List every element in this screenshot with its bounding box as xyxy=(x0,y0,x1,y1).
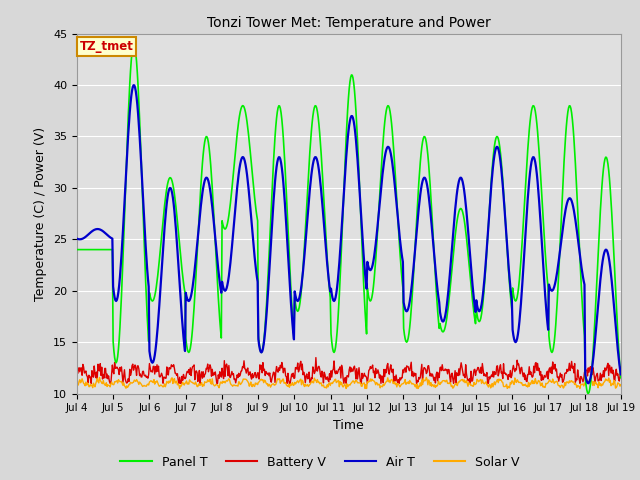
Air T xyxy=(416,198,424,204)
Panel T xyxy=(73,247,81,252)
Battery V xyxy=(617,364,625,370)
Battery V xyxy=(87,381,95,386)
Panel T xyxy=(130,41,138,47)
Line: Air T: Air T xyxy=(77,85,621,384)
Solar V xyxy=(139,384,147,389)
Battery V xyxy=(417,374,424,380)
Solar V xyxy=(195,381,202,387)
Panel T xyxy=(140,218,147,224)
Air T xyxy=(195,226,202,231)
Solar V xyxy=(416,384,424,390)
Title: Tonzi Tower Met: Temperature and Power: Tonzi Tower Met: Temperature and Power xyxy=(207,16,491,30)
Solar V xyxy=(617,382,625,387)
Panel T xyxy=(83,247,90,252)
Line: Battery V: Battery V xyxy=(77,358,621,384)
Panel T xyxy=(617,375,625,381)
Battery V xyxy=(140,368,147,374)
Line: Solar V: Solar V xyxy=(77,377,621,388)
Air T xyxy=(617,372,625,377)
Panel T xyxy=(431,275,439,280)
Panel T xyxy=(584,391,592,396)
Air T xyxy=(73,236,81,241)
Legend: Panel T, Battery V, Air T, Solar V: Panel T, Battery V, Air T, Solar V xyxy=(115,451,525,474)
Battery V xyxy=(195,373,202,379)
Text: TZ_tmet: TZ_tmet xyxy=(79,40,133,53)
Solar V xyxy=(223,378,231,384)
Air T xyxy=(584,381,592,386)
Panel T xyxy=(223,221,231,227)
Solar V xyxy=(83,382,90,388)
Solar V xyxy=(73,384,81,389)
Air T xyxy=(83,233,90,239)
Line: Panel T: Panel T xyxy=(77,44,621,394)
Battery V xyxy=(73,363,81,369)
Air T xyxy=(223,282,231,288)
Battery V xyxy=(223,365,231,371)
Y-axis label: Temperature (C) / Power (V): Temperature (C) / Power (V) xyxy=(35,127,47,300)
Panel T xyxy=(416,169,424,175)
Panel T xyxy=(195,222,202,228)
Air T xyxy=(140,202,147,208)
Air T xyxy=(130,82,138,88)
Solar V xyxy=(176,385,184,391)
X-axis label: Time: Time xyxy=(333,419,364,432)
Solar V xyxy=(422,374,430,380)
Battery V xyxy=(83,372,90,378)
Solar V xyxy=(433,383,440,388)
Battery V xyxy=(312,355,320,360)
Air T xyxy=(431,266,439,272)
Battery V xyxy=(433,372,440,377)
